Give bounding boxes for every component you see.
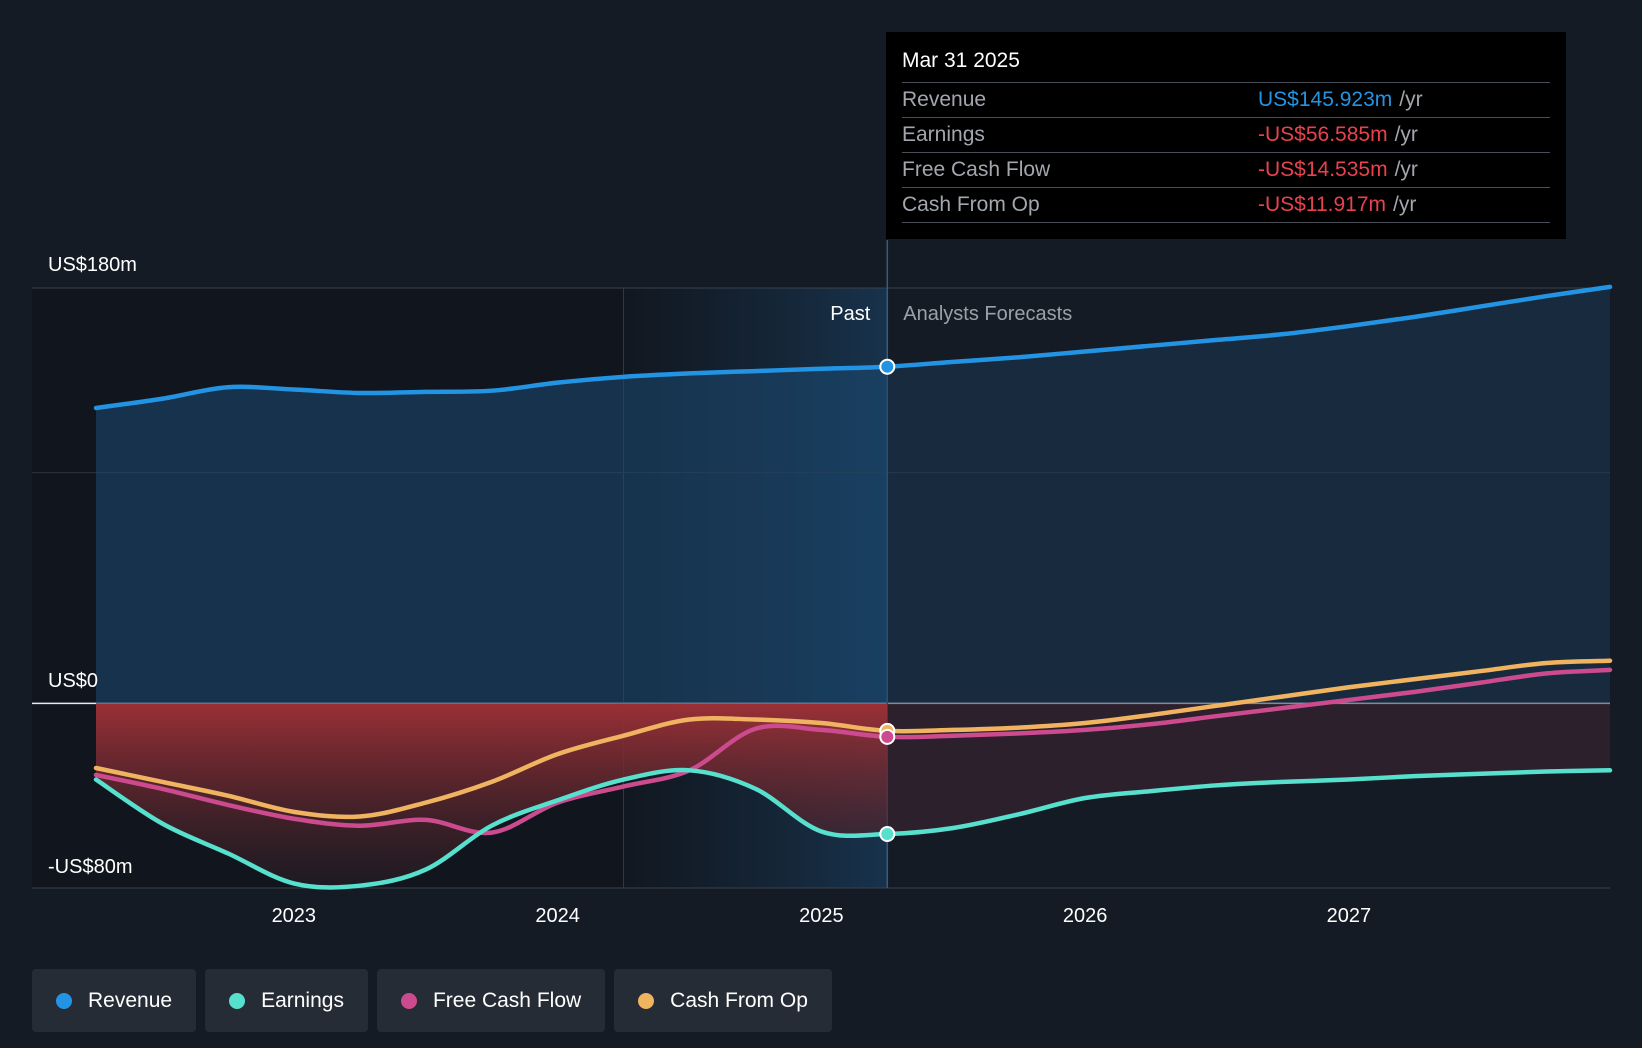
revenue-area-past (96, 366, 887, 704)
tooltip-value: US$145.923m (1258, 88, 1393, 111)
tooltip-label: Cash From Op (902, 193, 1040, 216)
legend-label: Free Cash Flow (432, 988, 582, 1012)
y-label-top: US$180m (48, 254, 137, 276)
tooltip-row-earnings: Earnings -US$56.585m /yr (902, 118, 1550, 153)
tooltip-value: -US$56.585m (1258, 123, 1388, 146)
legend-dot-icon (400, 992, 417, 1009)
chart-legend: Revenue Earnings Free Cash Flow Cash Fro… (32, 969, 832, 1032)
legend-label: Earnings (261, 988, 344, 1012)
tooltip-panel: Mar 31 2025 Revenue US$145.923m /yr Earn… (886, 32, 1566, 239)
x-tick-2024: 2024 (535, 905, 580, 927)
series-line-earnings (93, 767, 1613, 890)
revenue-area-forecast (887, 286, 1610, 704)
legend-label: Cash From Op (670, 988, 808, 1012)
earnings-area-past (96, 703, 887, 888)
legend-dot-icon (56, 992, 72, 1009)
tooltip-row-free-cash-flow: Free Cash Flow -US$14.535m /yr (902, 153, 1550, 188)
marker-revenue (879, 358, 896, 375)
series-line-revenue (93, 284, 1613, 411)
tooltip-date: Mar 31 2025 (902, 46, 1550, 83)
tooltip-unit: /yr (1394, 123, 1418, 146)
tooltip-label: Earnings (902, 123, 985, 146)
y-label-bottom: -US$80m (48, 856, 132, 878)
tooltip-row-cash-from-op: Cash From Op -US$11.917m /yr (902, 188, 1550, 223)
tooltip-label: Free Cash Flow (902, 158, 1051, 181)
forecast-label: Analysts Forecasts (903, 303, 1072, 325)
tooltip-unit: /yr (1399, 88, 1423, 111)
legend-item-revenue[interactable]: Revenue (32, 969, 197, 1032)
marker-earnings (879, 826, 896, 842)
tooltip-unit: /yr (1394, 158, 1418, 181)
marker-fcf (879, 728, 896, 745)
legend-dot-icon (638, 992, 655, 1009)
legend-item-earnings[interactable]: Earnings (205, 969, 368, 1032)
past-label: Past (830, 303, 870, 325)
series-line-fcf (93, 667, 1613, 836)
series-line-cfo (93, 658, 1613, 820)
legend-dot-icon (229, 992, 246, 1009)
x-tick-2025: 2025 (799, 905, 844, 927)
x-tick-2027: 2027 (1327, 905, 1372, 927)
tooltip-unit: /yr (1393, 193, 1417, 216)
legend-item-free-cash-flow[interactable]: Free Cash Flow (376, 969, 606, 1032)
y-label-zero: US$0 (48, 670, 98, 692)
legend-item-cash-from-op[interactable]: Cash From Op (614, 969, 832, 1032)
tooltip-row-revenue: Revenue US$145.923m /yr (902, 83, 1550, 118)
tooltip-value: -US$14.535m (1258, 158, 1388, 181)
x-tick-2026: 2026 (1063, 905, 1108, 927)
x-tick-2023: 2023 (272, 905, 317, 927)
tooltip-value: -US$11.917m (1258, 193, 1387, 216)
tooltip-label: Revenue (902, 88, 987, 111)
legend-label: Revenue (88, 988, 173, 1012)
